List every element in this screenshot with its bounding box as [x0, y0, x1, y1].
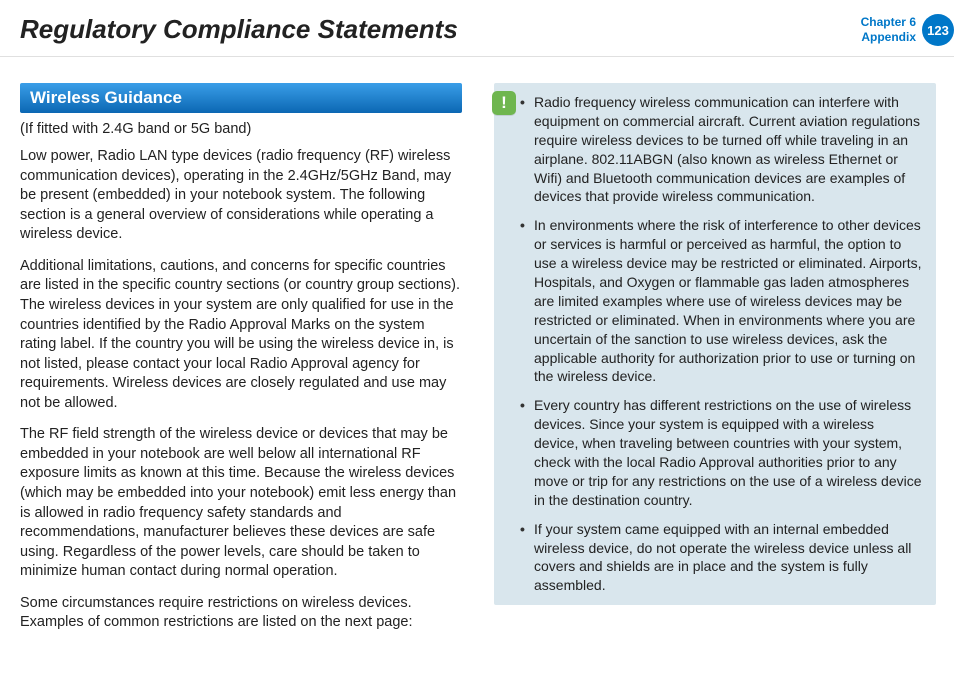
section-heading: Wireless Guidance — [20, 83, 462, 113]
chapter-line1: Chapter 6 — [861, 15, 916, 30]
paragraph: Additional limitations, cautions, and co… — [20, 257, 462, 414]
warning-icon: ! — [492, 91, 516, 115]
paragraph: Low power, Radio LAN type devices (radio… — [20, 147, 462, 245]
section-subnote: (If fitted with 2.4G band or 5G band) — [20, 121, 462, 137]
paragraph: Some circumstances require restrictions … — [20, 594, 462, 633]
callout-list: Radio frequency wireless communication c… — [506, 93, 922, 595]
chapter-block: Chapter 6 Appendix 123 — [861, 14, 954, 46]
list-item: Radio frequency wireless communication c… — [534, 93, 922, 206]
chapter-line2: Appendix — [861, 30, 916, 45]
page-title: Regulatory Compliance Statements — [20, 14, 861, 45]
paragraph: The RF field strength of the wireless de… — [20, 425, 462, 582]
content-area: Wireless Guidance (If fitted with 2.4G b… — [0, 57, 954, 645]
page-header: Regulatory Compliance Statements Chapter… — [0, 0, 954, 57]
left-column: Wireless Guidance (If fitted with 2.4G b… — [20, 83, 462, 645]
chapter-text: Chapter 6 Appendix — [861, 15, 916, 45]
warning-callout: ! Radio frequency wireless communication… — [494, 83, 936, 605]
page-number-badge: 123 — [922, 14, 954, 46]
list-item: Every country has different restrictions… — [534, 396, 922, 509]
right-column: ! Radio frequency wireless communication… — [494, 83, 936, 645]
list-item: If your system came equipped with an int… — [534, 520, 922, 596]
list-item: In environments where the risk of interf… — [534, 216, 922, 386]
